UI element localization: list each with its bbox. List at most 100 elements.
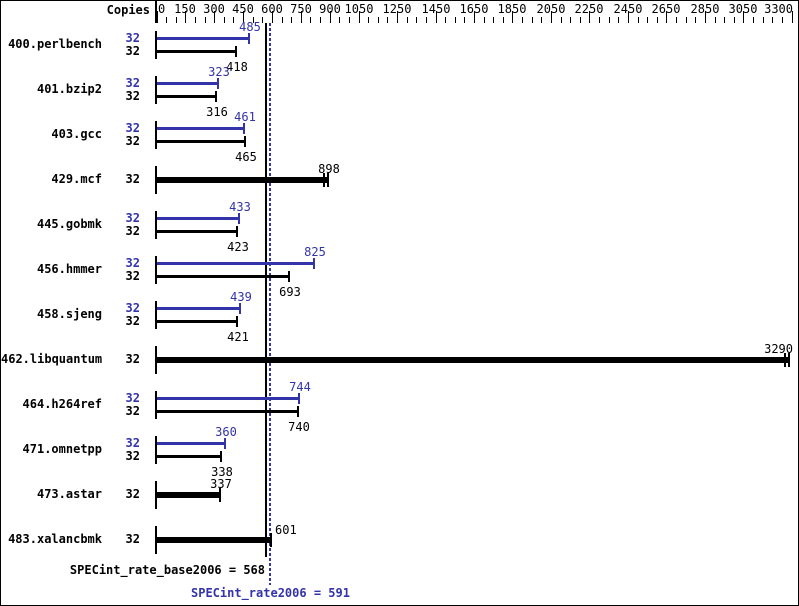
axis-label: 2650 xyxy=(651,2,681,16)
benchmark-name: 456.hmmer xyxy=(36,262,102,276)
bar-end-tick xyxy=(313,258,315,269)
bar-end-tick xyxy=(243,123,245,134)
benchmark-name: 471.omnetpp xyxy=(22,442,102,456)
axis-label: 600 xyxy=(261,2,283,16)
peak-bar xyxy=(157,262,315,265)
benchmark-name: 400.perlbench xyxy=(8,37,102,51)
copies-value: 32 xyxy=(125,314,140,328)
bar-end-tick xyxy=(784,353,786,367)
benchmark-name: 462.libquantum xyxy=(1,352,103,366)
bar-end-tick xyxy=(236,316,238,327)
bar-end-tick xyxy=(297,406,299,417)
benchmark-name: 403.gcc xyxy=(51,127,102,141)
axis-label: 1450 xyxy=(421,2,451,16)
copies-value: 32 xyxy=(125,121,140,135)
value-label: 421 xyxy=(227,330,249,344)
bar-start-line xyxy=(155,211,157,239)
value-label: 316 xyxy=(206,105,228,119)
axis-tick xyxy=(551,11,552,23)
value-label: 423 xyxy=(227,240,249,254)
peak-bar xyxy=(157,397,300,400)
reference-line-base xyxy=(265,23,267,557)
axis-tick xyxy=(599,17,600,23)
axis-tick xyxy=(330,11,331,23)
bar-start-line xyxy=(155,481,157,509)
bar-end-tick xyxy=(270,533,272,547)
axis-tick xyxy=(570,17,571,23)
axis-label: 1250 xyxy=(382,2,412,16)
axis-tick xyxy=(647,17,648,23)
value-label: 433 xyxy=(229,200,251,214)
axis-tick xyxy=(416,17,417,23)
axis-tick xyxy=(782,17,783,23)
reference-line-peak xyxy=(269,23,271,585)
axis-tick xyxy=(589,11,590,23)
bar-end-tick xyxy=(788,353,790,367)
copies-value: 32 xyxy=(125,391,140,405)
axis-label: 2050 xyxy=(536,2,566,16)
axis-tick xyxy=(580,17,581,23)
bar-end-tick xyxy=(323,173,325,187)
base-bar xyxy=(157,455,222,458)
axis-tick xyxy=(176,17,177,23)
axis-tick xyxy=(224,17,225,23)
axis-tick xyxy=(522,17,523,23)
axis-tick xyxy=(205,17,206,23)
bar-end-tick xyxy=(248,33,250,44)
bar-start-line xyxy=(155,31,157,59)
axis-tick xyxy=(724,17,725,23)
axis-tick xyxy=(310,17,311,23)
benchmark-name: 483.xalancbmk xyxy=(8,532,102,546)
axis-tick xyxy=(243,11,244,23)
bar-end-tick xyxy=(219,488,221,502)
benchmark-name: 458.sjeng xyxy=(36,307,102,321)
axis-tick xyxy=(484,17,485,23)
copies-value: 32 xyxy=(125,211,140,225)
axis-tick xyxy=(436,11,437,23)
axis-tick xyxy=(166,17,167,23)
axis-tick xyxy=(387,17,388,23)
base-bar xyxy=(157,320,238,323)
axis-tick xyxy=(359,11,360,23)
axis-tick xyxy=(185,11,186,23)
copies-value: 32 xyxy=(125,134,140,148)
axis-tick xyxy=(474,11,475,23)
axis-tick xyxy=(532,17,533,23)
axis-tick xyxy=(715,17,716,23)
axis-tick xyxy=(772,17,773,23)
axis-tick xyxy=(301,11,302,23)
bar-end-tick xyxy=(235,46,237,57)
peak-summary-label: SPECint_rate2006 = 591 xyxy=(191,586,350,600)
axis-tick xyxy=(233,17,234,23)
axis-tick xyxy=(503,17,504,23)
axis-tick xyxy=(618,17,619,23)
bar-start-line xyxy=(155,166,157,194)
axis-tick xyxy=(657,17,658,23)
base-bar xyxy=(157,410,299,413)
axis-label: 1050 xyxy=(344,2,374,16)
value-label: 485 xyxy=(239,20,261,34)
base-peak-bar xyxy=(157,492,221,498)
axis-tick xyxy=(262,17,263,23)
axis-tick xyxy=(493,17,494,23)
axis-tick xyxy=(743,11,744,23)
benchmark-name: 473.astar xyxy=(36,487,102,501)
bar-start-line xyxy=(155,256,157,284)
axis-label: 2850 xyxy=(690,2,720,16)
axis-tick xyxy=(378,17,379,23)
copies-value: 32 xyxy=(125,532,140,546)
bar-start-line xyxy=(155,301,157,329)
axis-tick xyxy=(638,17,639,23)
axis-tick xyxy=(291,17,292,23)
copies-value: 32 xyxy=(125,449,140,463)
axis-tick xyxy=(686,17,687,23)
axis-tick xyxy=(445,17,446,23)
copies-value: 32 xyxy=(125,301,140,315)
benchmark-name: 401.bzip2 xyxy=(36,82,102,96)
bar-start-line xyxy=(155,76,157,104)
axis-tick xyxy=(695,17,696,23)
value-label: 740 xyxy=(288,420,310,434)
bar-end-tick xyxy=(239,303,241,314)
axis-tick xyxy=(253,17,254,23)
bar-end-tick xyxy=(244,136,246,147)
